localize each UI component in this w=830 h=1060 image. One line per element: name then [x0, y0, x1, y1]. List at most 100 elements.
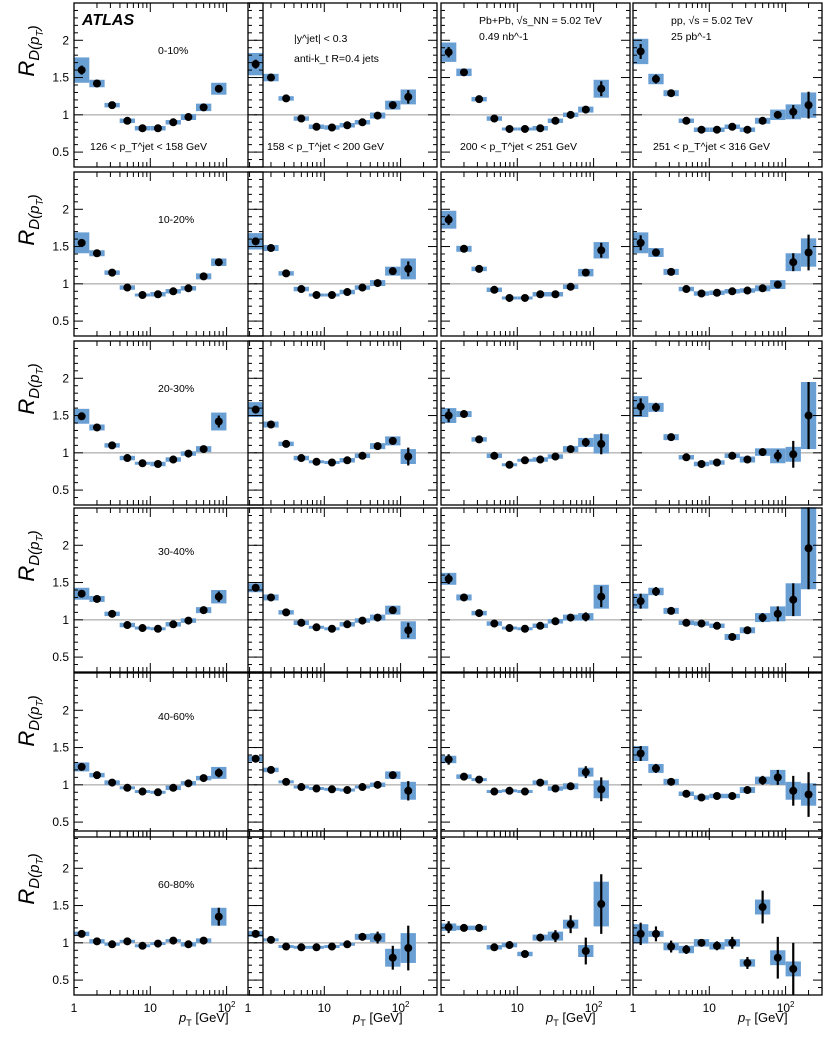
jet-pt-bin-2: 158 < p_T^jet < 200 GeV [267, 141, 384, 153]
data-point [373, 279, 382, 288]
y-tick-label: 2 [62, 371, 69, 385]
data-point [682, 453, 691, 462]
y-title-sub: D(p [26, 707, 43, 731]
data-point [728, 451, 737, 460]
x-tick-base: 10 [585, 1001, 599, 1015]
data-point [536, 290, 545, 299]
data-point [682, 116, 691, 125]
data-point [358, 283, 367, 292]
y-tick-label: 2 [62, 202, 69, 216]
pbpb-luminosity: 0.49 nb^-1 [479, 31, 528, 43]
data-point [758, 448, 767, 457]
panel-r1-c1 [74, 57, 263, 133]
data-point [312, 784, 321, 793]
x-tick-label: 1 [71, 1001, 78, 1015]
data-point [199, 936, 208, 945]
x-title-unit: [GeV] [366, 1010, 403, 1025]
data-point [153, 290, 162, 299]
data-point [551, 290, 560, 299]
x-tick-label: 102 [218, 1000, 236, 1015]
data-point [184, 113, 193, 122]
data-point [266, 244, 275, 253]
data-point [551, 932, 560, 941]
x-axis-title: pT [GeV] [545, 1010, 596, 1028]
x-tick-base: 1 [245, 1001, 252, 1015]
data-point [490, 114, 499, 123]
data-point [789, 107, 798, 116]
panel-frame [440, 340, 631, 506]
data-point [459, 68, 468, 77]
panel-annotations: |y^jet| < 0.3 anti-k_t R=0.4 jets Pb+Pb,… [90, 15, 770, 891]
data-point [773, 451, 782, 460]
data-point [636, 749, 645, 758]
data-point [789, 595, 798, 604]
y-tick-label: 2 [62, 703, 69, 717]
data-point [373, 613, 382, 622]
x-title-main: p [178, 1010, 186, 1025]
data-point [597, 785, 606, 794]
data-point [404, 786, 413, 795]
data-point [404, 626, 413, 635]
data-point [789, 450, 798, 459]
y-title-close: ) [26, 530, 43, 537]
data-point [743, 958, 752, 967]
y-title-main: R [14, 889, 39, 905]
data-point [404, 944, 413, 953]
data-point [667, 433, 676, 442]
data-point [138, 624, 147, 633]
panel-frame [247, 672, 438, 838]
panel-grid [74, 38, 822, 995]
data-point [636, 597, 645, 606]
data-point [597, 439, 606, 448]
centrality-10-20: 10-20% [158, 214, 194, 226]
data-point [597, 246, 606, 255]
data-point [773, 280, 782, 289]
data-point [327, 785, 336, 794]
panel-frame [73, 340, 264, 506]
data-point [667, 89, 676, 98]
data-point [343, 456, 352, 465]
x-tick-label: 102 [585, 1000, 603, 1015]
data-point [358, 783, 367, 792]
y-tick-label: 0.5 [52, 815, 69, 829]
panel-r5-c3 [441, 754, 630, 802]
jet-pt-bin-1: 126 < p_T^jet < 158 GeV [90, 141, 207, 153]
y-tick-label: 1 [62, 277, 69, 291]
data-point [108, 940, 117, 949]
x-tick-base: 10 [392, 1001, 406, 1015]
y-title-sub: D(p [26, 206, 43, 230]
data-point [343, 940, 352, 949]
data-point [728, 287, 737, 296]
data-point [505, 124, 514, 133]
panel-r3-c4 [633, 382, 822, 468]
data-point [404, 92, 413, 101]
panel-r4-c2 [248, 583, 437, 640]
x-tick-label: 1 [630, 1001, 637, 1015]
x-tick-base: 1 [630, 1001, 637, 1015]
y-tick-label: 1.5 [52, 71, 69, 85]
y-tick-label: 1 [62, 778, 69, 792]
data-point [758, 116, 767, 125]
data-point [343, 288, 352, 297]
data-point [312, 457, 321, 466]
data-point [373, 780, 382, 789]
data-point [682, 618, 691, 627]
y-axis-title: RD(pT) [14, 530, 46, 581]
panel-r3-c2 [248, 402, 437, 467]
data-point [551, 116, 560, 125]
data-point [214, 84, 223, 93]
rapidity-cut: |y^jet| < 0.3 [294, 33, 347, 45]
data-point [444, 755, 453, 764]
data-point [505, 624, 514, 633]
data-point [651, 764, 660, 773]
data-point [138, 941, 147, 950]
data-point [651, 929, 660, 938]
data-point [327, 624, 336, 633]
y-title-sub2: T [35, 535, 46, 542]
data-point [444, 574, 453, 583]
x-axis-title: pT [GeV] [737, 1010, 788, 1028]
data-point [373, 442, 382, 451]
data-point [728, 792, 737, 800]
y-tick-label: 2 [62, 861, 69, 875]
data-point [373, 933, 382, 942]
